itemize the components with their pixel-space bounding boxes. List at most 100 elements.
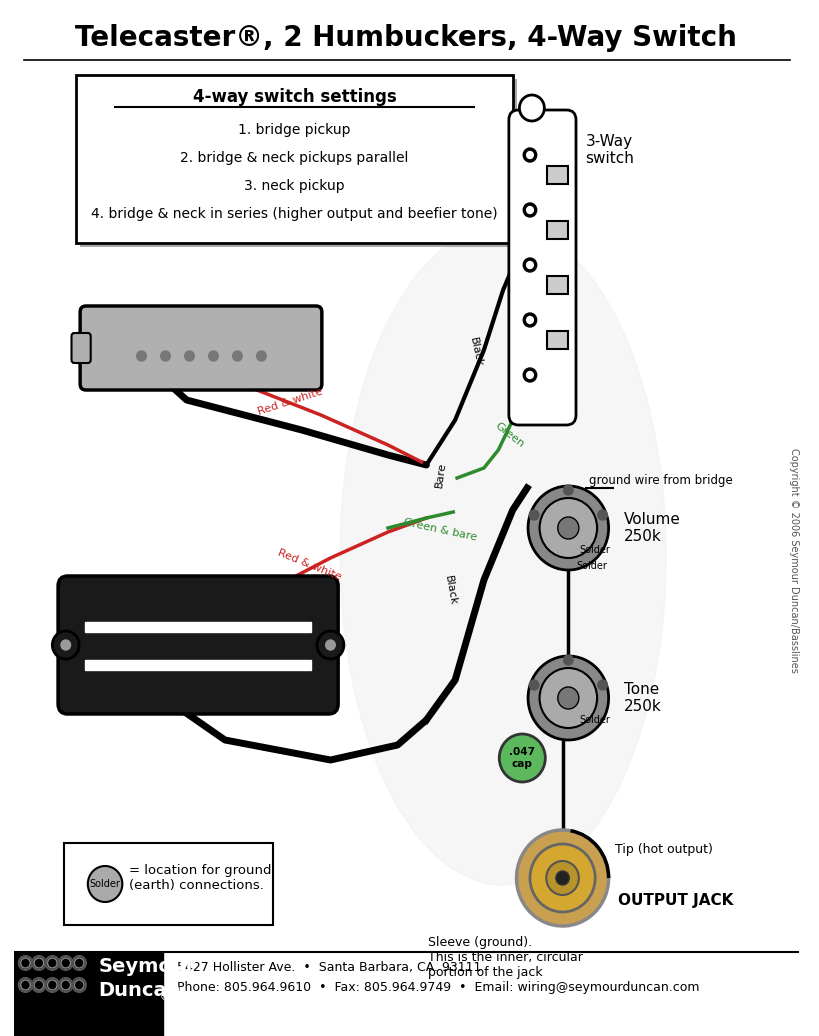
Circle shape [598, 510, 608, 520]
Text: Green: Green [494, 421, 527, 450]
Bar [547, 221, 568, 239]
Circle shape [529, 680, 539, 690]
Circle shape [34, 958, 43, 968]
Circle shape [558, 517, 579, 539]
Circle shape [528, 486, 609, 570]
Text: Solder: Solder [580, 545, 611, 555]
Text: Sleeve (ground).
This is the inner, circular
portion of the jack: Sleeve (ground). This is the inner, circ… [428, 936, 583, 979]
Text: 5427 Hollister Ave.  •  Santa Barbara, CA. 93111: 5427 Hollister Ave. • Santa Barbara, CA.… [177, 961, 482, 975]
FancyBboxPatch shape [58, 576, 338, 714]
Circle shape [523, 368, 536, 382]
Circle shape [527, 151, 533, 159]
Circle shape [46, 978, 59, 992]
FancyBboxPatch shape [71, 333, 91, 363]
Circle shape [317, 631, 344, 659]
Text: Copyright © 2006 Seymour Duncan/Basslines: Copyright © 2006 Seymour Duncan/Bassline… [789, 448, 799, 672]
Circle shape [563, 485, 573, 495]
Text: = location for ground
(earth) connections.: = location for ground (earth) connection… [129, 864, 272, 892]
Circle shape [72, 956, 86, 970]
Circle shape [48, 958, 57, 968]
Circle shape [598, 680, 608, 690]
Ellipse shape [340, 225, 666, 885]
Circle shape [20, 980, 30, 990]
Bar [14, 952, 163, 1036]
Circle shape [88, 866, 122, 902]
Bar [547, 276, 568, 294]
Circle shape [556, 871, 569, 885]
Text: Red & white: Red & white [256, 386, 324, 418]
Text: Black: Black [443, 574, 458, 606]
Circle shape [517, 830, 609, 926]
Circle shape [523, 313, 536, 327]
Text: 3-Way
switch: 3-Way switch [586, 134, 635, 166]
Text: Green & bare: Green & bare [402, 517, 477, 543]
FancyBboxPatch shape [64, 843, 273, 925]
Circle shape [20, 958, 30, 968]
Circle shape [34, 980, 43, 990]
Circle shape [72, 978, 86, 992]
FancyBboxPatch shape [76, 75, 513, 243]
Circle shape [326, 640, 335, 650]
Circle shape [46, 956, 59, 970]
Circle shape [19, 978, 32, 992]
Circle shape [61, 640, 70, 650]
Circle shape [32, 978, 46, 992]
Circle shape [52, 631, 79, 659]
Circle shape [523, 258, 536, 272]
Circle shape [519, 95, 545, 121]
Circle shape [32, 956, 46, 970]
Text: Tip (hot output): Tip (hot output) [615, 843, 713, 857]
Circle shape [209, 351, 218, 361]
Circle shape [523, 203, 536, 217]
Text: 2. bridge & neck pickups parallel: 2. bridge & neck pickups parallel [180, 151, 409, 165]
Circle shape [500, 733, 545, 782]
Text: Telecaster®, 2 Humbuckers, 4-Way Switch: Telecaster®, 2 Humbuckers, 4-Way Switch [75, 24, 737, 52]
Text: 4-way switch settings: 4-way switch settings [192, 88, 396, 106]
Circle shape [61, 980, 70, 990]
Circle shape [19, 956, 32, 970]
Circle shape [527, 372, 533, 378]
FancyBboxPatch shape [80, 306, 322, 390]
Text: Phone: 805.964.9610  •  Fax: 805.964.9749  •  Email: wiring@seymourduncan.com: Phone: 805.964.9610 • Fax: 805.964.9749 … [177, 981, 699, 995]
Circle shape [540, 668, 597, 728]
Circle shape [527, 206, 533, 213]
Circle shape [528, 656, 609, 740]
Text: ®: ® [160, 992, 170, 1002]
Circle shape [530, 844, 595, 912]
Circle shape [59, 956, 72, 970]
Circle shape [563, 655, 573, 665]
Circle shape [75, 980, 84, 990]
Circle shape [523, 148, 536, 162]
Circle shape [75, 958, 84, 968]
Text: 3. neck pickup: 3. neck pickup [244, 179, 345, 193]
Circle shape [233, 351, 242, 361]
Circle shape [161, 351, 170, 361]
Circle shape [137, 351, 147, 361]
Text: Black: Black [468, 336, 484, 368]
Circle shape [61, 958, 70, 968]
Text: Seymour: Seymour [98, 957, 196, 977]
FancyBboxPatch shape [509, 110, 576, 425]
Text: Tone
250k: Tone 250k [624, 682, 662, 714]
Text: 4. bridge & neck in series (higher output and beefier tone): 4. bridge & neck in series (higher outpu… [91, 207, 498, 221]
FancyBboxPatch shape [80, 79, 517, 247]
Circle shape [184, 351, 194, 361]
Text: Volume
250k: Volume 250k [624, 512, 681, 544]
Circle shape [527, 317, 533, 323]
Circle shape [59, 978, 72, 992]
Bar [85, 660, 311, 670]
Circle shape [527, 261, 533, 268]
Circle shape [48, 980, 57, 990]
Circle shape [546, 861, 579, 895]
Bar [547, 330, 568, 349]
Text: Red & white: Red & white [276, 548, 342, 582]
Circle shape [256, 351, 266, 361]
Text: Solder: Solder [576, 562, 607, 571]
Bar [547, 166, 568, 184]
Text: ground wire from bridge: ground wire from bridge [590, 473, 733, 487]
Text: .047
cap: .047 cap [509, 747, 536, 769]
Text: Duncan: Duncan [98, 980, 181, 1000]
Circle shape [540, 498, 597, 558]
Text: Solder: Solder [89, 879, 120, 889]
Text: Solder: Solder [580, 715, 611, 725]
